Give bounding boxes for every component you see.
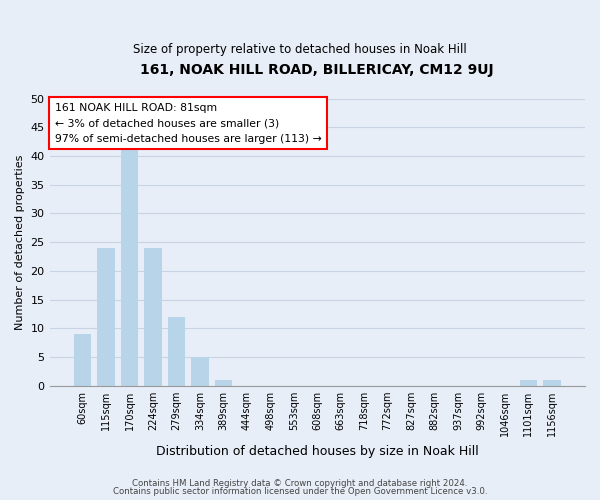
Bar: [121, 150, 139, 386]
Text: Contains public sector information licensed under the Open Government Licence v3: Contains public sector information licen…: [113, 487, 487, 496]
Bar: [215, 380, 232, 386]
Bar: [74, 334, 91, 386]
Text: Contains HM Land Registry data © Crown copyright and database right 2024.: Contains HM Land Registry data © Crown c…: [132, 478, 468, 488]
Y-axis label: Number of detached properties: Number of detached properties: [15, 154, 25, 330]
Title: 161, NOAK HILL ROAD, BILLERICAY, CM12 9UJ: 161, NOAK HILL ROAD, BILLERICAY, CM12 9U…: [140, 62, 494, 76]
X-axis label: Distribution of detached houses by size in Noak Hill: Distribution of detached houses by size …: [156, 444, 479, 458]
Text: Size of property relative to detached houses in Noak Hill: Size of property relative to detached ho…: [133, 42, 467, 56]
Bar: [144, 248, 162, 386]
Bar: [543, 380, 560, 386]
Bar: [97, 248, 115, 386]
Text: 161 NOAK HILL ROAD: 81sqm
← 3% of detached houses are smaller (3)
97% of semi-de: 161 NOAK HILL ROAD: 81sqm ← 3% of detach…: [55, 103, 322, 144]
Bar: [191, 357, 209, 386]
Bar: [520, 380, 537, 386]
Bar: [168, 317, 185, 386]
